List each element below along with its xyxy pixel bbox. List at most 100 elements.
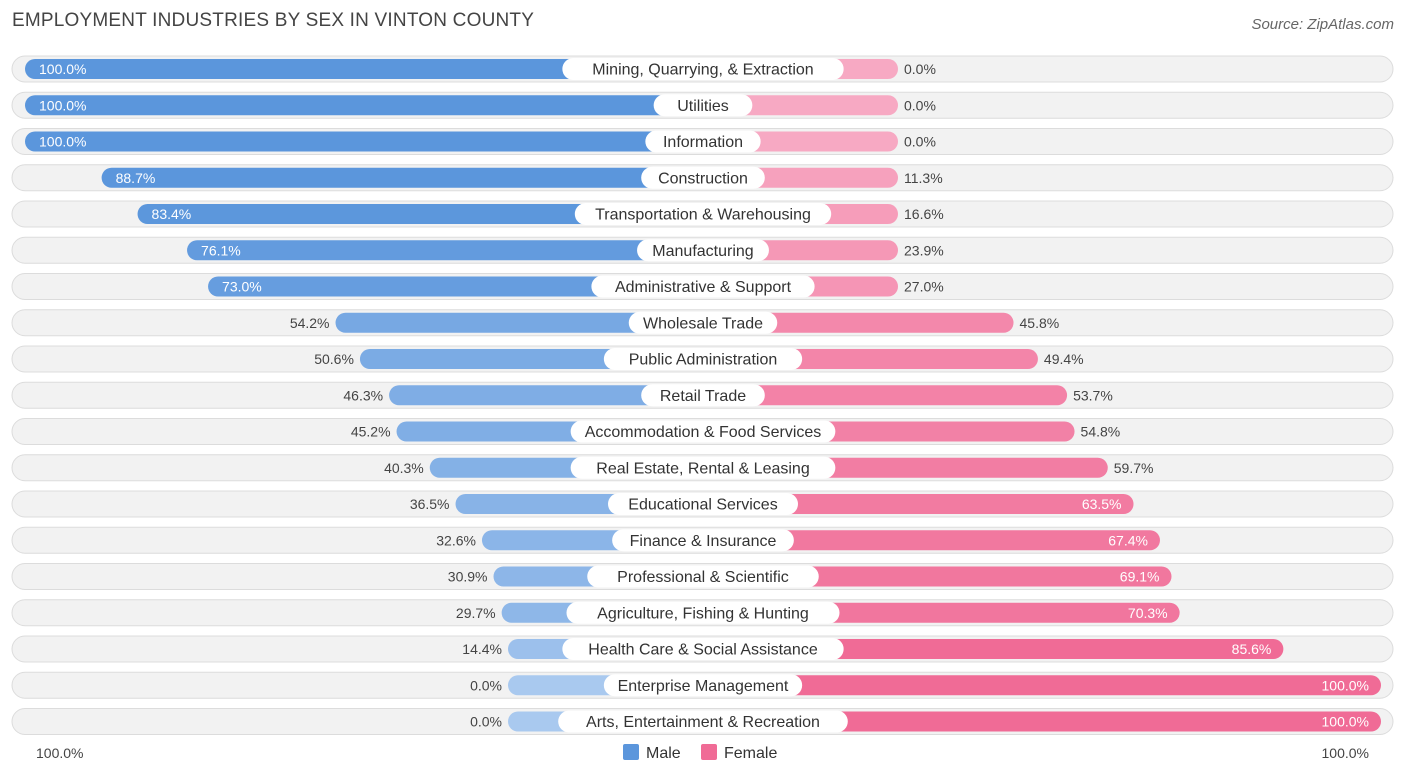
male-bar (389, 385, 703, 406)
category-label: Manufacturing (652, 243, 753, 260)
male-value-label: 76.1% (201, 242, 241, 258)
legend-label-male: Male (646, 745, 681, 762)
male-value-label: 100.0% (39, 97, 86, 113)
category-label-box (653, 94, 753, 117)
male-bar (187, 240, 704, 261)
male-value-label: 36.5% (410, 496, 450, 512)
female-value-label: 59.7% (1114, 460, 1154, 476)
female-value-label: 53.7% (1073, 387, 1113, 403)
female-value-label: 45.8% (1020, 315, 1060, 331)
category-label-box (641, 166, 765, 189)
legend-swatch-female (701, 744, 717, 760)
female-value-label: 54.8% (1081, 424, 1121, 440)
category-label: Professional & Scientific (617, 569, 789, 586)
category-label: Enterprise Management (618, 678, 789, 695)
male-bar (101, 167, 703, 188)
category-label: Retail Trade (660, 388, 746, 405)
category-label: Arts, Entertainment & Recreation (586, 714, 820, 731)
female-bar (703, 385, 1068, 406)
category-label: Finance & Insurance (630, 533, 777, 550)
male-value-label: 29.7% (456, 605, 496, 621)
female-bar (703, 95, 898, 116)
category-label-box (645, 130, 761, 153)
legend-swatch-male (623, 744, 639, 760)
female-bar (703, 494, 1134, 514)
male-value-label: 73.0% (222, 279, 262, 295)
category-label-box (603, 674, 803, 697)
female-value-label: 85.6% (1232, 641, 1272, 657)
female-value-label: 70.3% (1128, 605, 1168, 621)
female-bar (703, 566, 1172, 587)
female-value-label: 11.3% (904, 170, 943, 186)
category-label-box (558, 710, 848, 733)
category-label-box (566, 601, 840, 624)
male-value-label: 54.2% (290, 315, 330, 331)
category-label: Construction (658, 170, 748, 187)
female-bar (703, 639, 1284, 659)
category-label: Transportation & Warehousing (595, 207, 811, 224)
male-value-label: 40.3% (384, 460, 424, 476)
male-bar (208, 276, 703, 297)
axis-left-label: 100.0% (36, 745, 83, 761)
category-label: Administrative & Support (615, 279, 792, 296)
female-value-label: 100.0% (1322, 677, 1369, 693)
category-label: Accommodation & Food Services (585, 424, 822, 441)
male-value-label: 32.6% (436, 532, 476, 548)
female-value-label: 0.0% (904, 134, 936, 150)
category-label: Utilities (677, 98, 729, 115)
category-label: Mining, Quarrying, & Extraction (592, 62, 813, 79)
category-label: Information (663, 134, 743, 151)
category-label-box (587, 565, 819, 588)
axis-right-label: 100.0% (1322, 745, 1369, 761)
category-label-box (641, 384, 765, 407)
female-value-label: 67.4% (1108, 532, 1148, 548)
category-label-box (612, 529, 794, 552)
male-value-label: 0.0% (470, 714, 502, 730)
male-bar (335, 312, 703, 333)
male-value-label: 0.0% (470, 677, 502, 693)
male-value-label: 14.4% (462, 641, 502, 657)
category-label-box (637, 239, 769, 262)
category-label-box (562, 58, 844, 80)
female-value-label: 69.1% (1120, 569, 1160, 585)
female-bar (703, 312, 1014, 333)
category-label-box (603, 348, 803, 370)
female-bar (703, 675, 1381, 696)
female-value-label: 63.5% (1082, 496, 1122, 512)
female-value-label: 16.6% (904, 206, 944, 222)
female-bar (703, 530, 1160, 551)
legend-label-female: Female (724, 745, 777, 762)
female-value-label: 0.0% (904, 61, 936, 77)
category-label-box (570, 456, 836, 479)
male-bar (25, 131, 703, 152)
male-value-label: 83.4% (152, 206, 192, 222)
male-bar (25, 95, 703, 116)
category-label-box (608, 493, 798, 515)
male-value-label: 88.7% (116, 170, 156, 186)
female-value-label: 27.0% (904, 279, 944, 295)
female-value-label: 49.4% (1044, 351, 1084, 367)
category-label-box (591, 275, 815, 298)
source-credit: Source: ZipAtlas.com (1251, 16, 1394, 33)
category-label: Wholesale Trade (643, 315, 763, 332)
male-bar (25, 59, 703, 79)
category-label-box (562, 638, 844, 660)
female-bar (703, 711, 1381, 732)
category-label-box (628, 311, 778, 334)
female-value-label: 100.0% (1322, 714, 1369, 730)
male-value-label: 46.3% (343, 387, 383, 403)
male-value-label: 100.0% (39, 61, 86, 77)
chart-title: EMPLOYMENT INDUSTRIES BY SEX IN VINTON C… (12, 10, 535, 31)
male-value-label: 30.9% (448, 569, 488, 585)
category-label: Public Administration (629, 352, 778, 369)
female-value-label: 0.0% (904, 97, 936, 113)
male-bar (137, 204, 704, 224)
category-label-box (570, 420, 836, 443)
category-label: Educational Services (628, 497, 777, 514)
female-value-label: 23.9% (904, 242, 944, 258)
male-value-label: 45.2% (351, 424, 391, 440)
male-value-label: 100.0% (39, 134, 86, 150)
category-label-box (574, 203, 832, 225)
category-label: Real Estate, Rental & Leasing (596, 460, 809, 477)
